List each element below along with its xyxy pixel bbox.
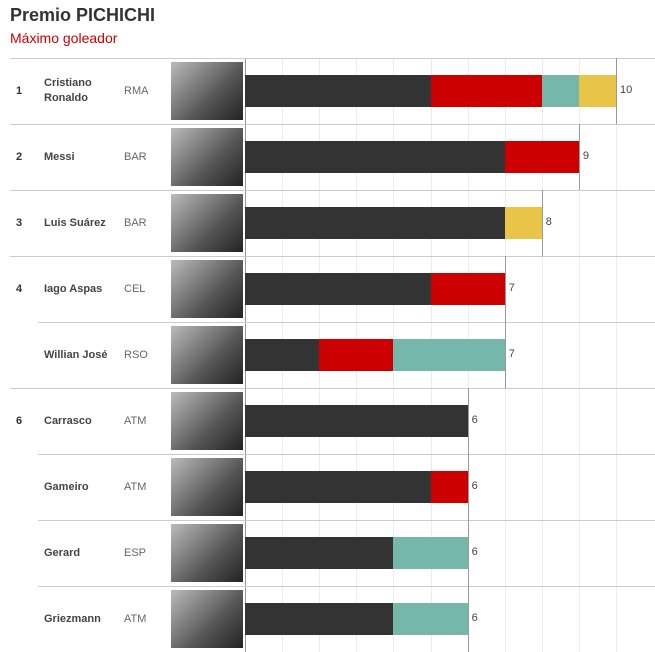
grid-line <box>541 58 543 652</box>
total-marker <box>616 58 617 124</box>
team: ATM <box>124 415 147 427</box>
total-label: 7 <box>508 282 515 294</box>
row-line <box>38 322 655 323</box>
team: RSO <box>124 349 148 361</box>
row-line <box>38 520 655 521</box>
total-marker <box>467 586 469 652</box>
total-marker <box>467 388 469 454</box>
rank: 1 <box>16 85 23 97</box>
bar-segment <box>245 537 394 569</box>
player-name: Messi <box>44 150 75 163</box>
total-label: 6 <box>471 480 478 492</box>
player-name: Cristiano Ronaldo <box>44 77 92 104</box>
bar-segment <box>245 273 431 305</box>
total-label: 9 <box>582 150 590 162</box>
total-label: 6 <box>471 414 478 426</box>
bar-segment <box>430 471 468 503</box>
team: CEL <box>124 283 146 295</box>
player-photo <box>171 392 243 450</box>
player-photo <box>171 590 243 648</box>
rank: 3 <box>16 217 23 229</box>
player-name: Iago Aspas <box>44 282 103 295</box>
chart-title: Premio PICHICHI <box>10 5 156 25</box>
row-line <box>38 454 655 455</box>
bar-segment <box>541 75 579 107</box>
row-line <box>10 388 655 389</box>
player-name: Luis Suárez <box>44 216 106 229</box>
rank: 4 <box>16 283 23 295</box>
bar-segment <box>245 405 468 437</box>
bar-segment <box>430 75 542 107</box>
bar-segment <box>578 75 616 107</box>
total-marker <box>504 256 506 322</box>
grid-line <box>578 58 580 652</box>
player-name: Carrasco <box>44 414 92 427</box>
row-line <box>38 586 655 587</box>
bar-segment <box>319 339 394 371</box>
team: RMA <box>124 85 149 97</box>
player-photo <box>171 62 243 120</box>
team: ESP <box>124 547 147 559</box>
total-label: 10 <box>620 84 633 96</box>
row-line <box>10 190 655 191</box>
rank: 6 <box>16 415 23 427</box>
bar-segment <box>393 603 468 635</box>
bar-segment <box>393 537 468 569</box>
team: ATM <box>124 613 147 625</box>
total-marker <box>504 322 506 388</box>
total-marker <box>467 454 469 520</box>
player-photo <box>171 458 243 516</box>
total-label: 6 <box>471 546 478 558</box>
total-marker <box>467 520 469 586</box>
bar-segment <box>504 207 542 239</box>
player-name: Gerard <box>44 546 81 559</box>
row-line <box>10 124 655 125</box>
total-label: 7 <box>508 348 515 360</box>
chart-subtitle: Máximo goleador <box>10 30 118 46</box>
player-name: Willian José <box>44 348 108 361</box>
bar-segment <box>245 141 505 173</box>
player-photo <box>171 260 243 318</box>
total-label: 8 <box>545 216 552 228</box>
player-photo <box>171 326 243 384</box>
player-name: Griezmann <box>44 612 101 625</box>
bar-segment <box>245 471 431 503</box>
bar-segment <box>245 339 320 371</box>
row-line <box>10 256 655 257</box>
player-photo <box>171 524 243 582</box>
team: ATM <box>124 481 147 493</box>
bar-segment <box>245 75 431 107</box>
row-line <box>10 58 655 59</box>
player-photo <box>171 194 243 252</box>
total-label: 6 <box>471 612 478 624</box>
team: BAR <box>124 217 147 229</box>
bar-segment <box>245 207 505 239</box>
bar-segment <box>430 273 505 305</box>
bar-segment <box>393 339 505 371</box>
total-marker <box>541 190 543 256</box>
grid-line <box>616 58 617 652</box>
team: BAR <box>124 151 147 163</box>
bar-segment <box>504 141 579 173</box>
total-marker <box>578 124 580 190</box>
player-name: Gameiro <box>44 480 89 493</box>
bar-segment <box>245 603 394 635</box>
rank: 2 <box>16 151 23 163</box>
player-photo <box>171 128 243 186</box>
